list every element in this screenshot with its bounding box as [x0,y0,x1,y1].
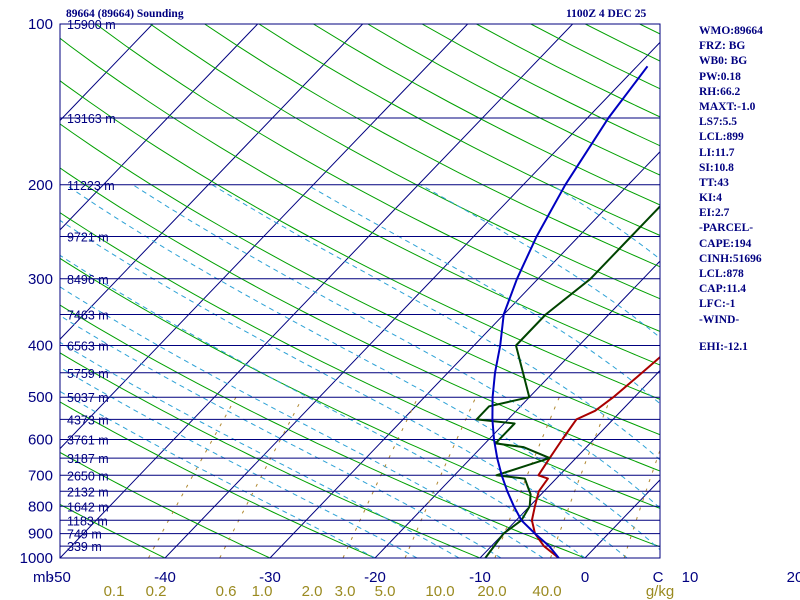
x-tick-label: -20 [364,569,386,586]
x-tick-label: -30 [259,569,281,586]
height-label: 2132 m [67,485,109,499]
index-row: EHI:-12.1 [699,340,748,353]
height-label: 5037 m [67,391,109,405]
mixing-ratio-label: 1.0 [252,583,273,600]
height-label: 4373 m [67,413,109,427]
mixing-ratio-label: 5.0 [375,583,396,600]
sounding-series [475,65,660,558]
index-row: -WIND- [699,313,740,326]
index-row: WB0: BG [699,55,748,68]
height-label: 9721 m [67,231,109,245]
height-label: 7463 m [67,309,109,323]
y-unit-label: mb [33,569,54,586]
index-row: LFC:-1 [699,298,736,311]
index-row: LCL:878 [699,268,744,280]
height-label: 1642 m [67,500,109,514]
isotherm-line [60,24,259,231]
mixing-ratio-label: 2.0 [302,583,323,600]
index-row: LI:11.7 [699,146,735,159]
index-row: CINH:51696 [699,252,762,265]
x-tick-label: -10 [469,569,491,586]
index-row: WMO:89664 [699,25,763,37]
x-end-label: C [653,569,664,586]
mixing-ratio-label: 40.0 [532,583,561,600]
mixing-ratio-line [219,396,304,558]
mixing-ratio-unit: g/kg [646,583,674,600]
x-tick-label: -40 [154,569,176,586]
height-label: 8496 m [67,273,109,287]
y-tick-label: 400 [28,338,53,355]
y-tick-label: 700 [28,467,53,484]
mixing-ratio-label: 3.0 [335,583,356,600]
mixing-ratio-label: 0.1 [104,583,125,600]
height-label: 15900 m [67,18,116,32]
y-tick-label: 500 [28,389,53,406]
mixing-ratio-line [342,396,419,558]
index-row: FRZ: BG [699,40,746,53]
chart-time: 1100Z 4 DEC 25 [566,8,647,20]
series-line-dewpoint [475,204,660,558]
moist-adiabat-line [60,390,376,558]
height-label: 6563 m [67,340,109,354]
isotherm-line [60,24,574,558]
chart-title: 89664 (89664) Sounding [66,8,184,20]
isotherm-line [164,41,660,558]
height-label: 13163 m [67,112,116,126]
isotherm-line [60,24,469,450]
index-row: KI:4 [699,192,722,205]
moist-adiabat-line [60,315,502,558]
index-row: SI:10.8 [699,161,734,174]
index-row: EI:2.7 [699,207,730,220]
mixing-ratio-line [148,396,237,558]
index-spacer [699,328,799,340]
y-tick-label: 300 [28,271,53,288]
index-row: CAPE:194 [699,237,752,250]
y-tick-label: 1000 [20,550,53,567]
mixing-ratio-label: 10.0 [425,583,454,600]
index-row: LS7:5.5 [699,116,738,129]
index-row: -PARCEL- [699,222,754,235]
y-tick-label: 900 [28,526,53,543]
y-tick-label: 800 [28,498,53,515]
height-label: 3761 m [67,434,109,448]
isotherm-line [60,24,154,122]
height-label: 2650 m [67,469,109,483]
x-tick-label: 0 [581,569,589,586]
mixing-ratio-label: 0.2 [146,583,167,600]
height-label: 749 m [67,528,102,542]
index-row: TT:43 [699,176,729,189]
moist-adiabat-line [306,184,660,405]
moist-adiabat-line [60,286,544,558]
plot-border [59,23,661,559]
isotherm-line [479,369,660,558]
isotherm-line [269,151,660,558]
isotherm-line [60,24,364,340]
isotherm-line [374,260,660,558]
y-tick-label: 600 [28,432,53,449]
series-line-parcel [491,65,649,558]
x-tick-label: -50 [49,569,71,586]
index-row: RH:66.2 [699,85,741,98]
series-line-temperature [530,355,660,558]
index-row: LCL:899 [699,131,744,144]
x-tick-label: 20 [787,569,800,586]
height-label: 11223 m [67,179,115,193]
mixing-ratio-label: 0.6 [216,583,237,600]
y-tick-label: 100 [28,16,53,33]
height-label: 1183 m [67,514,108,528]
index-row: CAP:11.4 [699,283,746,296]
height-label: 339 m [67,540,102,554]
height-label: 5759 m [67,367,109,381]
height-label: 3187 m [67,452,109,466]
index-row: PW:0.18 [699,70,741,83]
mixing-ratio-label: 20.0 [477,583,506,600]
x-tick-label: 10 [682,569,699,586]
indices-panel: WMO:89664 FRZ: BG WB0: BG PW:0.18 RH:66.2 MAX… [699,24,799,355]
y-tick-label: 200 [28,177,53,194]
index-row: MAXT:-1.0 [699,100,756,113]
